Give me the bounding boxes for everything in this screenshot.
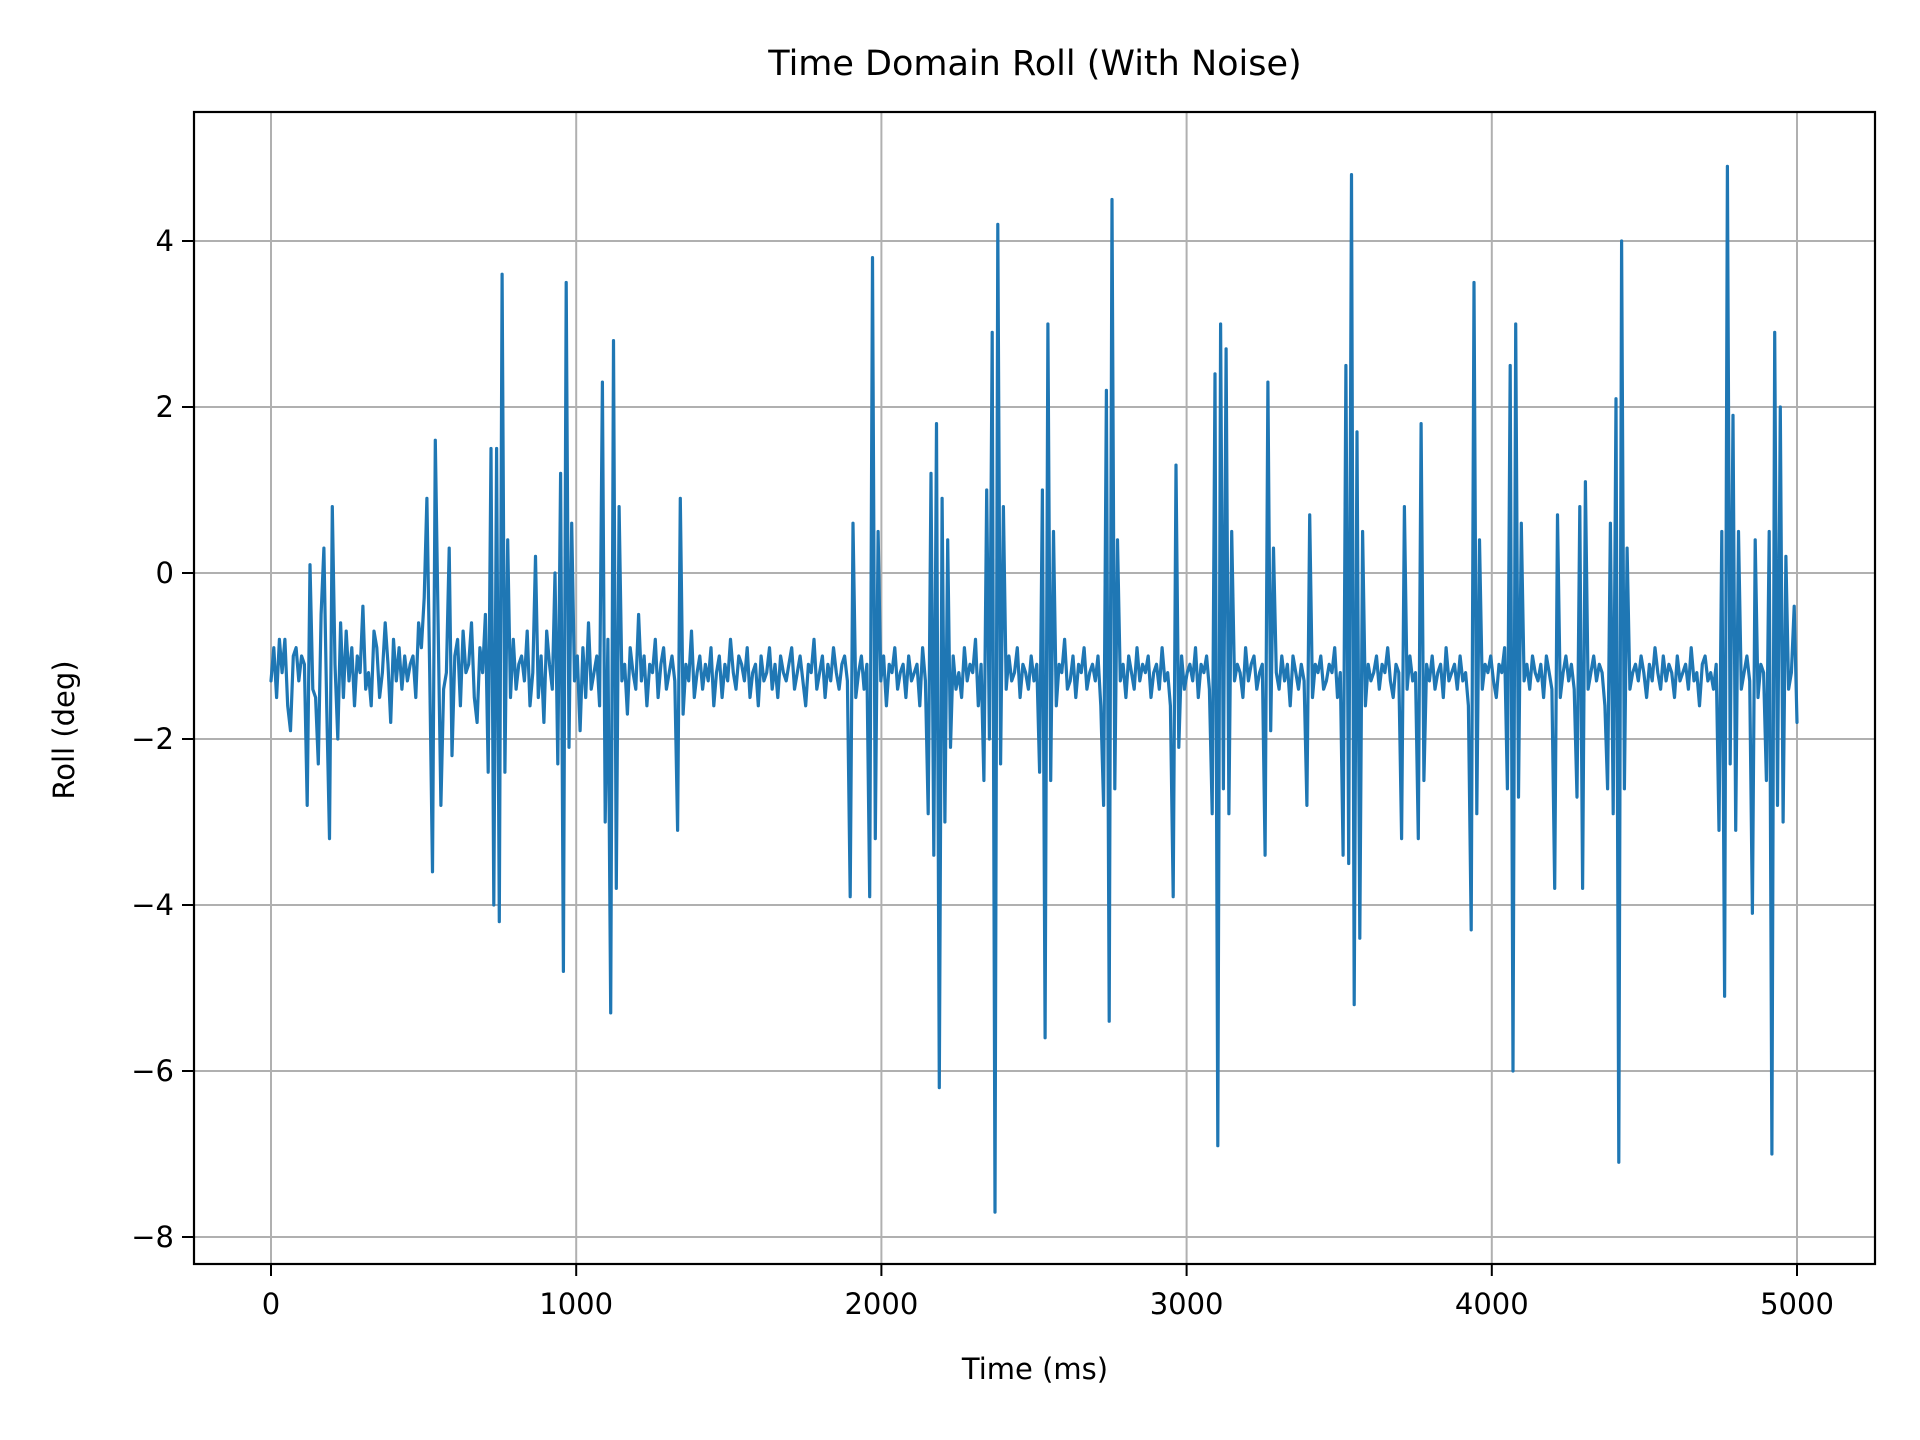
x-tick-label: 0 [262, 1287, 280, 1321]
y-tick-label: 2 [156, 390, 174, 424]
y-tick-label: −8 [131, 1220, 174, 1254]
x-tick-label: 5000 [1760, 1287, 1834, 1321]
x-axis-label: Time (ms) [961, 1352, 1109, 1386]
y-tick-label: 0 [156, 556, 174, 590]
y-tick-label: −4 [131, 888, 174, 922]
y-tick-label: 4 [156, 224, 174, 258]
x-tick-label: 3000 [1150, 1287, 1224, 1321]
x-tick-label: 2000 [844, 1287, 918, 1321]
roll-series-line [269, 164, 1799, 1214]
grid-lines [194, 112, 1875, 1264]
x-tick-label: 1000 [539, 1287, 613, 1321]
axis-ticks: 0 1000 2000 3000 4000 5000 4 2 0 −2 −4 −6 −8 [131, 224, 1834, 1321]
x-tick-label: 4000 [1455, 1287, 1529, 1321]
y-tick-label: −2 [131, 722, 174, 756]
y-tick-label: −6 [131, 1054, 174, 1088]
chart-title: Time Domain Roll (With Noise) [768, 44, 1302, 84]
plot-area-frame [192, 110, 1877, 1266]
